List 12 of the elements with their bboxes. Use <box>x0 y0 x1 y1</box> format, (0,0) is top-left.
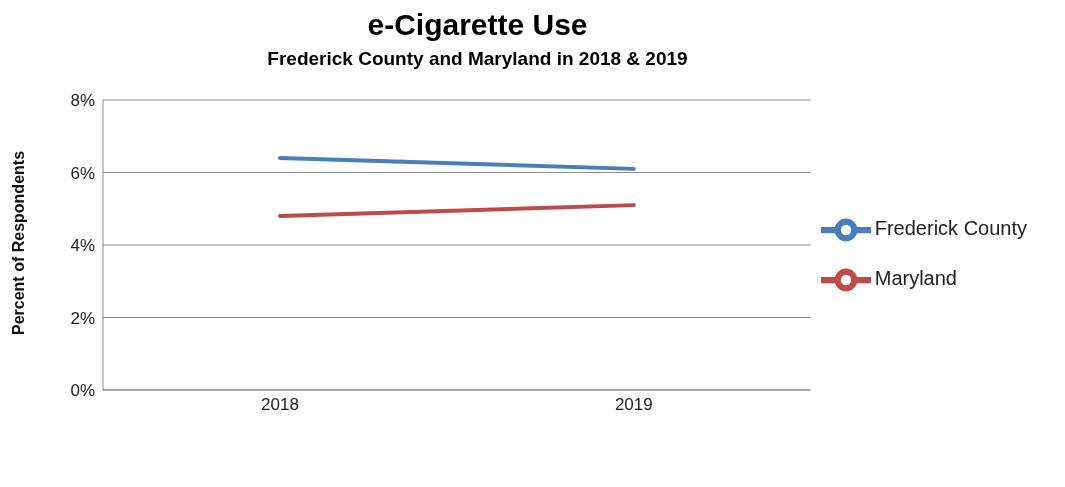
y-tick-label: 8% <box>70 91 95 111</box>
chart-title: e-Cigarette Use <box>366 8 589 42</box>
y-axis-title: Percent of Respondents <box>9 150 27 335</box>
x-tick-label: 2018 <box>261 395 299 415</box>
y-tick-label: 0% <box>70 381 95 401</box>
chart-subtitle: Frederick County and Maryland in 2018 & 2019 <box>266 48 689 70</box>
legend-label: Maryland <box>874 267 957 290</box>
x-tick-label: 2019 <box>614 395 653 415</box>
y-tick-label: 6% <box>70 163 95 183</box>
y-tick-label: 2% <box>70 308 95 328</box>
y-tick-label: 4% <box>70 236 95 256</box>
legend-label: Frederick County <box>874 217 1027 240</box>
